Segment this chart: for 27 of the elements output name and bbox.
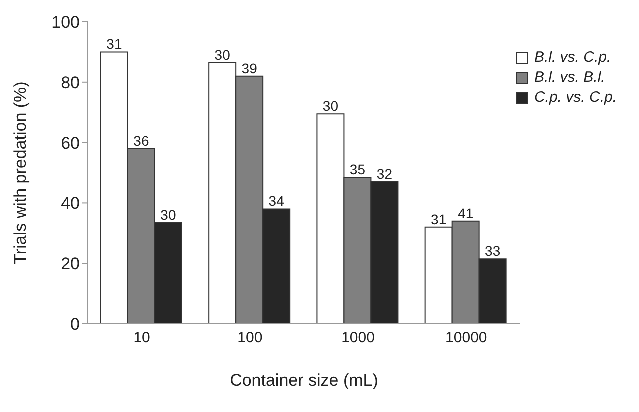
annotation: 30 xyxy=(322,98,339,114)
x-tick-label: 10 xyxy=(134,330,150,347)
x-tick-label: 10000 xyxy=(446,330,488,347)
annotation: 34 xyxy=(268,193,285,210)
y-tick-label: 40 xyxy=(61,194,80,214)
y-tick-label: 100 xyxy=(52,13,80,32)
x-axis-title: Container size (mL) xyxy=(230,371,378,390)
annotation: 32 xyxy=(376,166,393,182)
y-tick-label: 80 xyxy=(61,73,80,92)
y-tick-label: 0 xyxy=(70,315,80,334)
legend-label: C.p. vs. C.p. xyxy=(534,88,617,108)
y-axis-title: Trials with predation (%) xyxy=(11,82,30,264)
annotation: 31 xyxy=(431,211,447,228)
x-tick-label: 100 xyxy=(238,330,263,347)
annotation: 31 xyxy=(106,36,122,52)
x-tick-label: 1000 xyxy=(342,330,375,347)
legend-label: B.l. vs. B.l. xyxy=(534,68,606,88)
annotation: 30 xyxy=(214,46,231,63)
annotation: 39 xyxy=(242,60,258,76)
y-tick-label: 60 xyxy=(61,134,80,153)
annotation: 30 xyxy=(160,206,176,223)
annotation: 33 xyxy=(485,243,501,260)
legend-label: B.l. vs. C.p. xyxy=(534,48,612,68)
annotation: 41 xyxy=(458,205,474,222)
annotation: 36 xyxy=(134,132,150,149)
y-tick-label: 20 xyxy=(61,254,80,274)
annotation: 35 xyxy=(350,162,366,178)
